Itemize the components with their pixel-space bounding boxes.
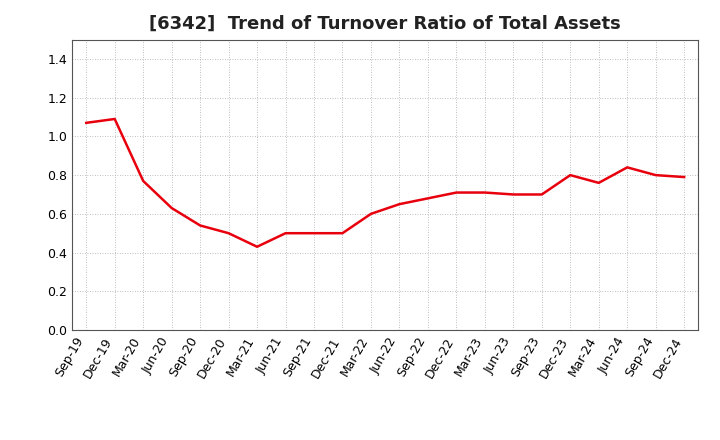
- Title: [6342]  Trend of Turnover Ratio of Total Assets: [6342] Trend of Turnover Ratio of Total …: [149, 15, 621, 33]
